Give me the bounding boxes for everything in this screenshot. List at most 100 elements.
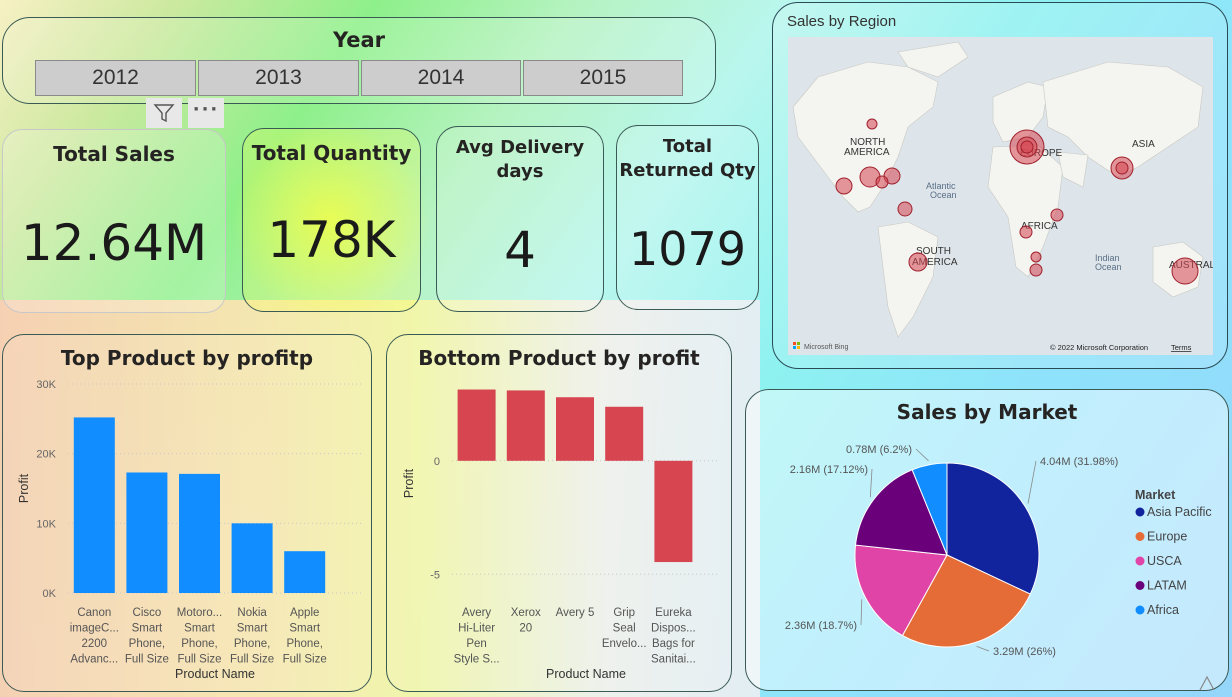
bottom-product-chart: 0 -5 Avery Hi-Liter Pen Style S... Xerox 20 Aver…: [402, 389, 720, 681]
year-button-2012[interactable]: 2012: [35, 60, 196, 96]
pie-slice[interactable]: [854, 544, 948, 637]
kpi-total-sales: Total Sales 12.64M: [2, 129, 226, 313]
x-axis-label: Product Name: [546, 667, 626, 681]
map-label-south-america-1: SOUTH: [916, 246, 951, 257]
x-tick-label: Full Size: [283, 654, 327, 666]
world-map[interactable]: NORTHAMERICAEUROPEASIAAFRICASOUTHAMERICA…: [788, 37, 1213, 355]
collapse-icon[interactable]: [1198, 674, 1216, 692]
legend-item-label[interactable]: Africa: [1147, 603, 1179, 617]
top-product-chart: 0K 10K 20K 30K Canon imageC... 2200 Advanc... Ci…: [17, 379, 362, 681]
bar[interactable]: [654, 460, 693, 563]
x-tick-label: Phone,: [129, 638, 165, 650]
kpi-total-sales-title: Total Sales: [53, 142, 175, 166]
map-card: Sales by Region NORTHAMERICAEUROPEASIAAF…: [772, 2, 1228, 369]
legend-item-label[interactable]: Asia Pacific: [1147, 505, 1212, 519]
y-axis-label: Profit: [17, 473, 31, 503]
legend-swatch: [1135, 556, 1145, 566]
x-tick-label: imageC...: [70, 623, 119, 635]
pie-leader-line: [869, 468, 873, 498]
x-tick-label: Hi-Liter: [458, 623, 495, 635]
x-tick-label: Avery: [462, 607, 491, 619]
map-label-indian-2: Ocean: [1095, 262, 1122, 272]
x-tick-label: Apple: [290, 607, 319, 619]
bar[interactable]: [179, 473, 220, 593]
map-label-asia: ASIA: [1132, 139, 1155, 150]
kpi-total-quantity-value: 178K: [267, 211, 396, 269]
bar[interactable]: [126, 472, 168, 593]
legend-item-label[interactable]: USCA: [1147, 554, 1182, 568]
bar[interactable]: [284, 551, 326, 593]
x-tick-label: Xerox: [511, 607, 541, 619]
x-tick-label: Smart: [289, 623, 320, 635]
bar[interactable]: [506, 390, 545, 461]
x-tick-label: 2200: [82, 638, 108, 650]
legend-item-label[interactable]: Europe: [1147, 530, 1187, 544]
kpi-avg-delivery-title-line1: Avg Delivery: [455, 137, 585, 158]
pie-slice[interactable]: [946, 462, 1040, 595]
map-label-south-america-2: AMERICA: [912, 257, 958, 268]
x-tick-label: Nokia: [237, 607, 267, 619]
pie-leader-line: [976, 645, 990, 652]
x-tick-label: Motoro...: [177, 607, 222, 619]
legend-item-label[interactable]: LATAM: [1147, 579, 1187, 593]
x-tick-label: Cisco: [133, 607, 162, 619]
legend-swatch: [1135, 532, 1145, 541]
pie-leader-line: [860, 599, 863, 626]
kpi-avg-delivery: Avg Delivery days 4: [436, 126, 604, 312]
kpi-total-quantity-title: Total Quantity: [251, 141, 412, 165]
legend-title: Market: [1135, 488, 1176, 502]
map-terms-link[interactable]: Terms: [1171, 343, 1192, 352]
map-title: Sales by Region: [787, 13, 897, 30]
kpi-avg-delivery-title-line2: days: [496, 161, 544, 182]
x-tick-label: Smart: [184, 623, 215, 635]
bottom-product-card: Bottom Product by profit: [386, 334, 732, 692]
year-button-2015[interactable]: 2015: [523, 60, 683, 96]
filter-button[interactable]: [146, 98, 182, 128]
x-tick-label: Phone,: [234, 638, 270, 650]
pie-slice[interactable]: [854, 469, 948, 556]
pie-data-label: 4.04M (31.98%): [1040, 456, 1118, 468]
map-label-atlantic-2: Ocean: [930, 190, 957, 200]
x-tick-label: Advanc...: [70, 654, 118, 666]
x-tick-label: Smart: [237, 623, 268, 635]
kpi-total-returned-title-line1: Total: [662, 136, 713, 157]
pie-data-label: 2.36M (18.7%): [785, 620, 857, 632]
x-tick-label: Eureka: [655, 607, 692, 619]
x-tick-label: Full Size: [125, 654, 169, 666]
year-slicer-title: Year: [332, 28, 386, 52]
kpi-total-returned-title-line2: Returned Qty: [619, 160, 756, 181]
x-tick-label: Full Size: [177, 654, 221, 666]
map-copyright: © 2022 Microsoft Corporation: [1050, 343, 1148, 352]
year-button-2013[interactable]: 2013: [198, 60, 359, 96]
y-tick-label: -5: [430, 569, 440, 581]
kpi-total-returned: Total Returned Qty 1079: [616, 125, 759, 310]
y-tick-label: 20K: [36, 449, 56, 461]
y-tick-label: 30K: [36, 379, 56, 391]
kpi-total-returned-value: 1079: [628, 222, 747, 276]
sales-by-market-title: Sales by Market: [896, 400, 1078, 424]
bar[interactable]: [605, 406, 644, 461]
pie-data-label: 2.16M (17.12%): [790, 464, 868, 476]
map-label-atlantic-1: Atlantic: [926, 181, 956, 191]
kpi-total-quantity: Total Quantity 178K: [242, 128, 421, 312]
y-tick-label: 10K: [36, 518, 56, 530]
pie-slice[interactable]: [911, 462, 948, 556]
bottom-product-title: Bottom Product by profit: [418, 346, 700, 370]
map-label-north-america-1: NORTH: [850, 137, 885, 148]
y-tick-label: 0K: [43, 588, 57, 600]
y-axis-label: Profit: [402, 468, 416, 498]
bar[interactable]: [231, 523, 273, 593]
x-tick-label: Smart: [132, 623, 163, 635]
map-label-africa: AFRICA: [1021, 221, 1058, 232]
pie-data-label: 3.29M (26%): [993, 646, 1056, 658]
bar[interactable]: [556, 397, 594, 461]
x-tick-label: Style S...: [454, 654, 500, 666]
pie-leader-line: [915, 448, 929, 462]
sales-by-market-chart: 4.04M (31.98%) 3.29M (26%) 2.36M (18.7%) 2.…: [785, 444, 1212, 658]
filter-icon: [153, 104, 175, 123]
bar[interactable]: [73, 417, 115, 593]
more-options-button[interactable]: ···: [188, 98, 224, 128]
bar[interactable]: [457, 389, 496, 461]
year-button-2014[interactable]: 2014: [361, 60, 521, 96]
map-attribution: Microsoft Bing: [804, 344, 848, 351]
